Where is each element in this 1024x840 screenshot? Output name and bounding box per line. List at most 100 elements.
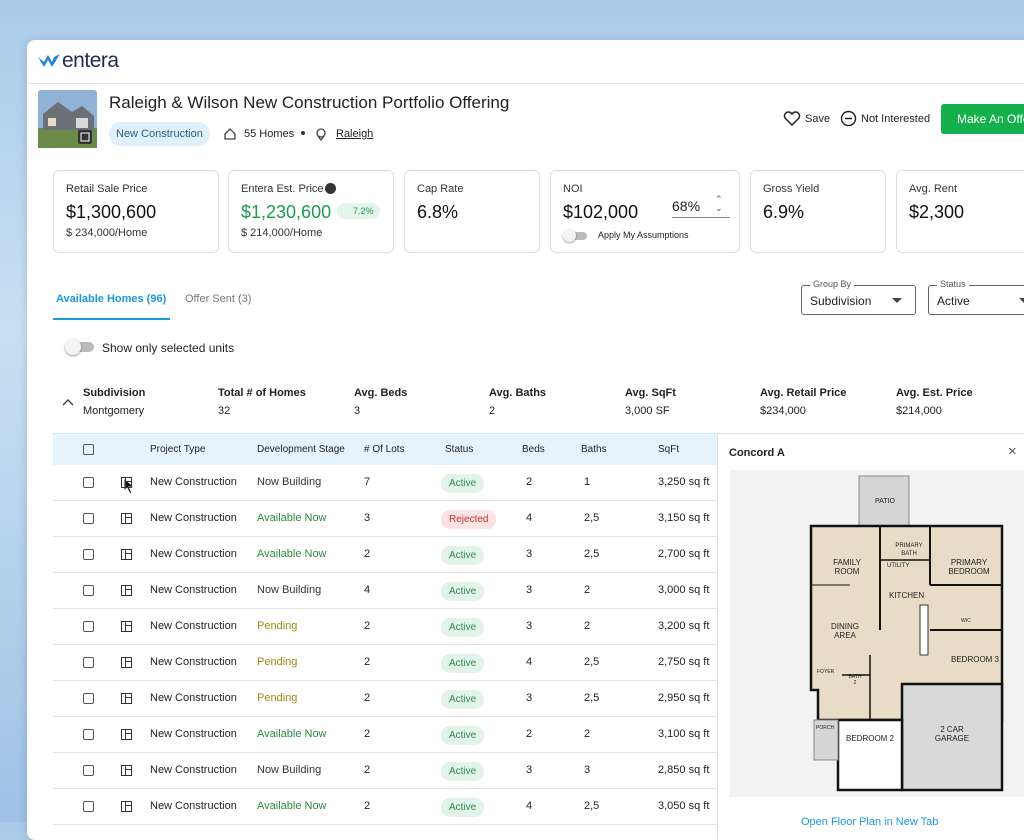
cell: 4 bbox=[526, 800, 533, 812]
plan-icon-line bbox=[125, 517, 131, 519]
save[interactable]: Save bbox=[805, 113, 831, 125]
cell: 2 bbox=[584, 584, 591, 596]
metric-card: Retail Sale Price $1,300,600 $ 234,000/Hom… bbox=[53, 170, 219, 253]
plan-link[interactable]: Open Floor Plan in New Tab bbox=[801, 816, 939, 828]
checkbox[interactable] bbox=[83, 765, 94, 776]
cell: Available Now bbox=[257, 548, 327, 560]
metric-card: Entera Est. Price $1,230,600 $ 214,000/Hom… bbox=[228, 170, 394, 253]
row-divider bbox=[53, 716, 717, 717]
summary-value: 3 bbox=[354, 405, 361, 417]
plan-icon-line bbox=[125, 550, 127, 559]
checkbox[interactable] bbox=[83, 621, 94, 632]
floor-plan bbox=[809, 475, 1004, 792]
percent[interactable]: 68% bbox=[672, 198, 730, 218]
checkbox[interactable] bbox=[83, 657, 94, 668]
tab[interactable]: Offer Sent (3) bbox=[185, 293, 252, 305]
cell: 1 bbox=[584, 476, 591, 488]
checkbox[interactable] bbox=[83, 801, 94, 812]
plan-icon[interactable] bbox=[121, 549, 132, 560]
cell: 3 bbox=[526, 620, 533, 632]
cell: 3,000 sq ft bbox=[658, 584, 710, 596]
cell: 2 bbox=[364, 764, 371, 776]
status-pill: Active bbox=[441, 726, 485, 745]
plan-icon[interactable] bbox=[121, 729, 132, 740]
metric-label: NOI bbox=[563, 183, 583, 195]
column-header: Development Stage bbox=[257, 444, 345, 455]
toggle[interactable] bbox=[565, 232, 587, 240]
chevron[interactable] bbox=[62, 398, 74, 406]
plan-icon[interactable] bbox=[121, 765, 132, 776]
cell: 3 bbox=[526, 692, 533, 704]
minus-icon[interactable] bbox=[840, 110, 857, 127]
plan-label: DINING AREA bbox=[831, 622, 859, 640]
location[interactable]: Raleigh bbox=[336, 128, 374, 140]
cell: 2 bbox=[364, 548, 371, 560]
select-value: Subdivision bbox=[810, 294, 872, 308]
select[interactable]: Status Active bbox=[928, 279, 1024, 315]
plan-icon[interactable] bbox=[121, 513, 132, 524]
cell: 2,5 bbox=[584, 548, 600, 560]
cell: 3 bbox=[584, 764, 591, 776]
plan-icon[interactable] bbox=[121, 801, 132, 812]
offer-button[interactable]: Make An Offer bbox=[941, 104, 1024, 134]
status-pill: Rejected bbox=[441, 510, 497, 529]
plan-icon[interactable] bbox=[121, 621, 132, 632]
stepper[interactable]: ⌃ ⌄ bbox=[715, 194, 723, 213]
table-header bbox=[53, 433, 717, 465]
listing-title: Raleigh & Wilson New Construction Portfo… bbox=[109, 93, 510, 112]
plan-icon[interactable] bbox=[121, 657, 132, 668]
plan-label: KITCHEN bbox=[889, 591, 925, 600]
status-pill: Active bbox=[441, 618, 485, 637]
plan-icon-line bbox=[125, 661, 131, 663]
cell: 2 bbox=[364, 656, 371, 668]
plan-label: FAMILY ROOM bbox=[833, 558, 861, 576]
status-pill: Active bbox=[441, 582, 485, 601]
tab-underline bbox=[53, 318, 170, 320]
select-value: Active bbox=[937, 294, 970, 308]
metric-sub: $ 214,000/Home bbox=[241, 227, 323, 239]
plan-icon[interactable] bbox=[121, 585, 132, 596]
plan-label: UTILITY bbox=[887, 563, 910, 569]
plan-icon-line bbox=[125, 766, 127, 775]
cell: Pending bbox=[257, 656, 298, 668]
summary-label: Avg. Retail Price bbox=[760, 387, 847, 399]
logo-icon bbox=[38, 54, 60, 67]
plan-label: FOYER bbox=[817, 669, 835, 675]
row-divider bbox=[53, 536, 717, 537]
panel-title: Concord A bbox=[729, 447, 785, 459]
cell: 3 bbox=[526, 764, 533, 776]
checkbox[interactable] bbox=[83, 477, 94, 488]
checkbox[interactable] bbox=[83, 585, 94, 596]
cell: 2,950 sq ft bbox=[658, 692, 710, 704]
plan-icon[interactable] bbox=[121, 477, 132, 488]
metric-value: $2,300 bbox=[909, 202, 965, 222]
toggle-label: Apply My Assumptions bbox=[598, 230, 689, 240]
plan-icon[interactable] bbox=[121, 693, 132, 704]
select-label: Group By bbox=[810, 279, 855, 289]
checkbox[interactable] bbox=[83, 444, 94, 455]
row-divider bbox=[53, 572, 717, 573]
plan-icon-line bbox=[125, 625, 131, 627]
heart-icon[interactable] bbox=[783, 111, 801, 127]
checkbox[interactable] bbox=[83, 729, 94, 740]
metric-label: Cap Rate bbox=[417, 183, 464, 195]
column-header: SqFt bbox=[658, 444, 680, 455]
cell: 3 bbox=[364, 512, 371, 524]
cell: 4 bbox=[526, 656, 533, 668]
plan-icon-line bbox=[125, 697, 131, 699]
checkbox[interactable] bbox=[83, 549, 94, 560]
select-label: Status bbox=[937, 279, 969, 289]
plan-icon-line bbox=[125, 586, 127, 595]
not-interested[interactable]: Not Interested bbox=[861, 113, 931, 125]
tab[interactable]: Available Homes (96) bbox=[56, 293, 167, 305]
cell: 2,850 sq ft bbox=[658, 764, 710, 776]
close[interactable]: × bbox=[1008, 443, 1017, 460]
select[interactable]: Group By Subdivision bbox=[801, 279, 916, 315]
cell: Available Now bbox=[257, 728, 327, 740]
cell: New Construction bbox=[150, 764, 237, 776]
plan-label: BEDROOM 2 bbox=[846, 734, 895, 743]
checkbox[interactable] bbox=[83, 693, 94, 704]
checkbox[interactable] bbox=[83, 513, 94, 524]
row-divider bbox=[53, 824, 717, 825]
